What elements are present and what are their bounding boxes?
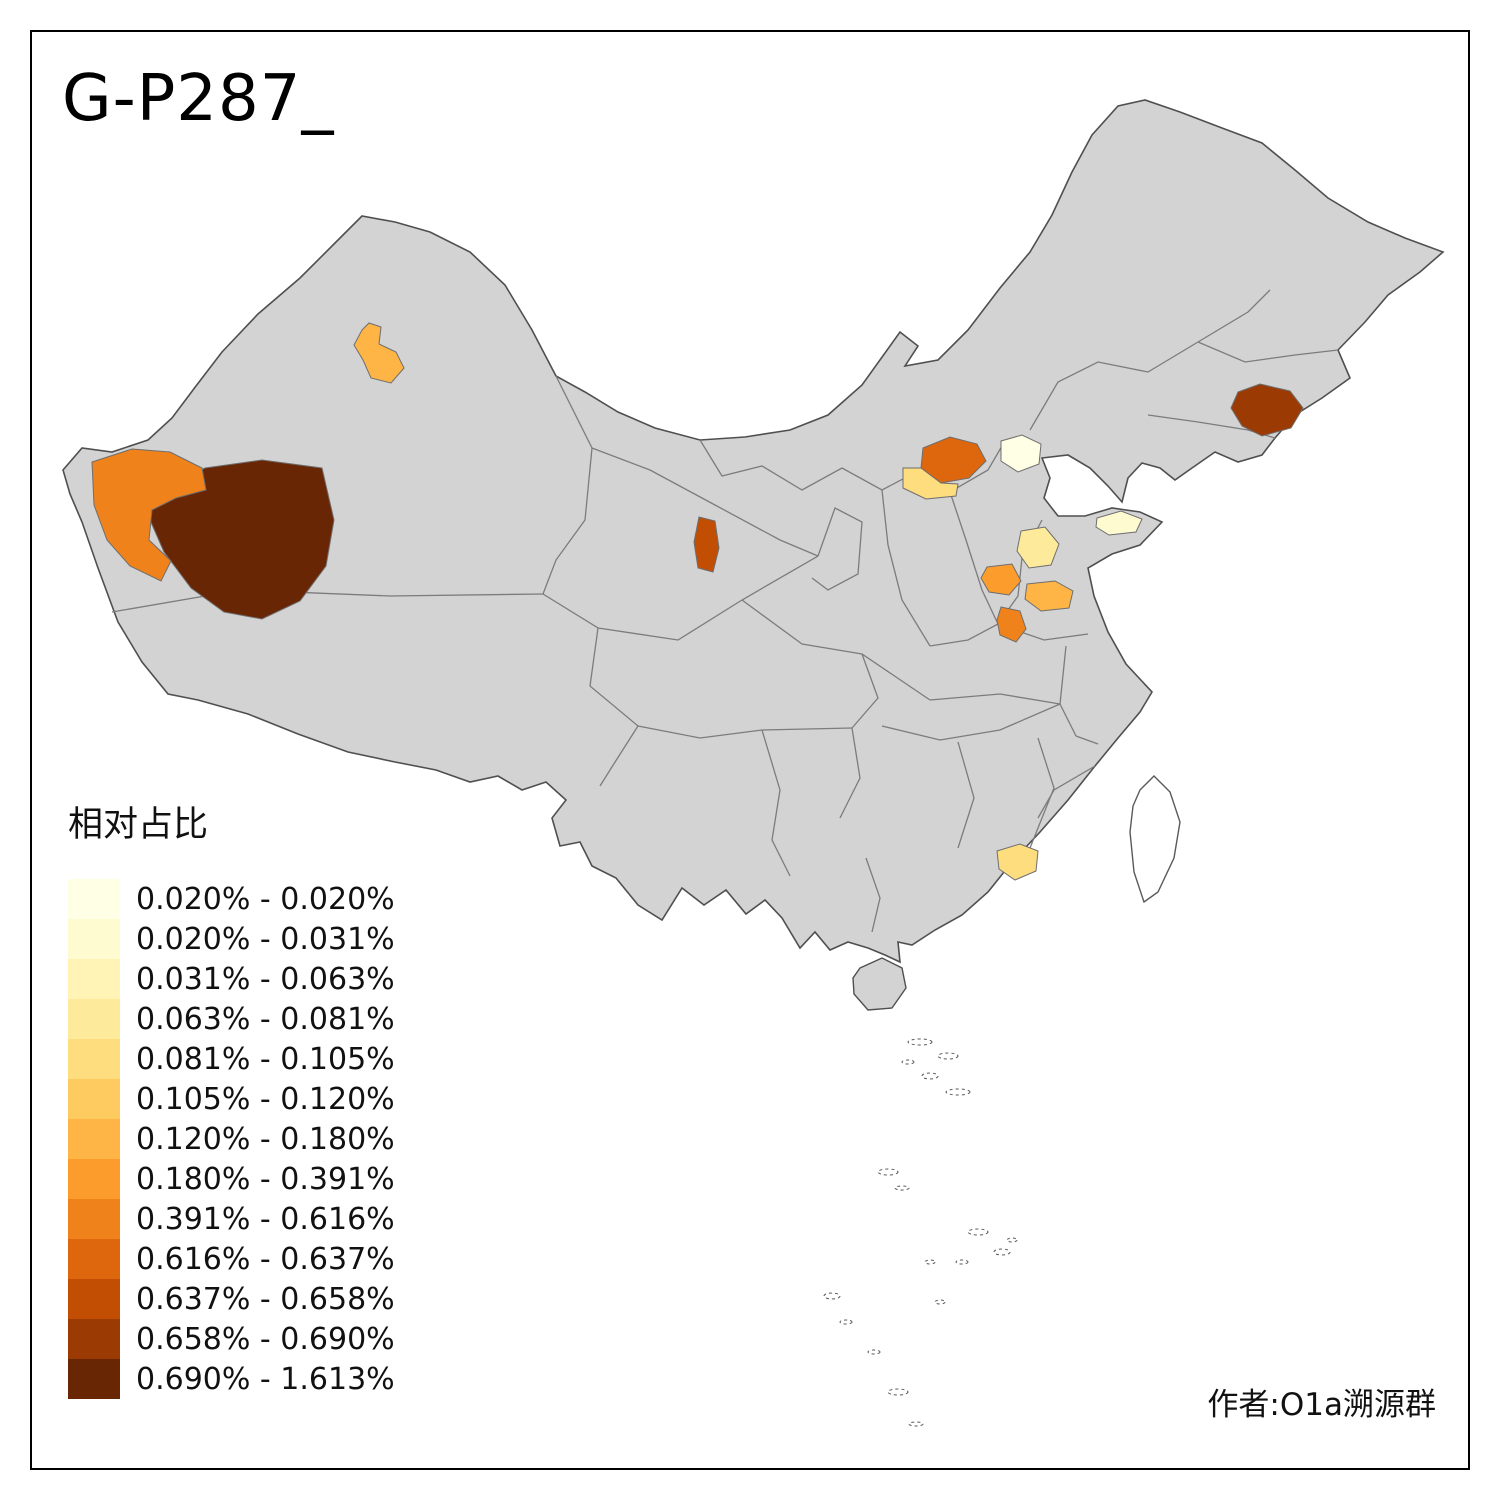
legend-label: 0.105% - 0.120% (136, 1081, 395, 1117)
map-region-2 (91, 448, 207, 582)
legend-item: 0.081% - 0.105% (68, 1039, 395, 1079)
map-region-11 (980, 563, 1022, 596)
page-title: G-P287_ (62, 62, 335, 136)
legend-swatch (68, 1319, 120, 1359)
map-region-10 (1016, 526, 1060, 569)
legend-label: 0.020% - 0.031% (136, 921, 395, 957)
map-region-4 (1230, 383, 1304, 437)
legend-swatch (68, 1199, 120, 1239)
highlighted-regions (91, 322, 1304, 881)
legend-item: 0.391% - 0.616% (68, 1199, 395, 1239)
legend-label: 0.391% - 0.616% (136, 1201, 395, 1237)
legend-label: 0.690% - 1.613% (136, 1361, 395, 1397)
legend-item: 0.180% - 0.391% (68, 1159, 395, 1199)
map-region-8 (693, 516, 720, 573)
legend-item: 0.105% - 0.120% (68, 1079, 395, 1119)
map-region-12 (1024, 580, 1074, 612)
legend-label: 0.637% - 0.658% (136, 1281, 395, 1317)
author-attribution: 作者:O1a溯源群 (1207, 1387, 1436, 1423)
legend-label: 0.020% - 0.020% (136, 881, 395, 917)
legend-swatch (68, 1279, 120, 1319)
legend-swatch (68, 959, 120, 999)
hainan-island (852, 957, 907, 1011)
legend-label: 0.031% - 0.063% (136, 961, 395, 997)
legend-item: 0.637% - 0.658% (68, 1279, 395, 1319)
legend-item: 0.031% - 0.063% (68, 959, 395, 999)
legend-label: 0.180% - 0.391% (136, 1161, 395, 1197)
legend-title: 相对占比 (68, 805, 209, 845)
legend-item: 0.020% - 0.020% (68, 879, 395, 919)
legend-label: 0.658% - 0.690% (136, 1321, 395, 1357)
legend-swatch (68, 1039, 120, 1079)
legend-swatch (68, 1359, 120, 1399)
legend: 相对占比 0.020% - 0.020% 0.020% - 0.031% 0.0… (68, 796, 395, 1399)
legend-item: 0.063% - 0.081% (68, 999, 395, 1039)
legend-swatch (68, 879, 120, 919)
map-region-7 (1000, 434, 1042, 473)
south-china-sea-islets (823, 1038, 1018, 1427)
legend-item: 0.616% - 0.637% (68, 1239, 395, 1279)
map-region-9 (1095, 510, 1143, 536)
legend-swatch (68, 999, 120, 1039)
legend-swatch (68, 919, 120, 959)
legend-item: 0.690% - 1.613% (68, 1359, 395, 1399)
legend-swatch (68, 1119, 120, 1159)
legend-label: 0.063% - 0.081% (136, 1001, 395, 1037)
map-region-14 (996, 843, 1039, 881)
map-region-1 (149, 459, 335, 620)
legend-item: 0.658% - 0.690% (68, 1319, 395, 1359)
map-region-6 (902, 467, 959, 500)
china-mainland-shape (62, 99, 1445, 964)
legend-label: 0.081% - 0.105% (136, 1041, 395, 1077)
legend-label: 0.120% - 0.180% (136, 1121, 395, 1157)
map-region-3 (353, 322, 405, 384)
taiwan-island (1129, 775, 1181, 904)
map-region-13 (996, 606, 1027, 643)
legend-swatch (68, 1239, 120, 1279)
legend-label: 0.616% - 0.637% (136, 1241, 395, 1277)
legend-swatch (68, 1079, 120, 1119)
legend-item: 0.120% - 0.180% (68, 1119, 395, 1159)
legend-item: 0.020% - 0.031% (68, 919, 395, 959)
legend-swatch (68, 1159, 120, 1199)
